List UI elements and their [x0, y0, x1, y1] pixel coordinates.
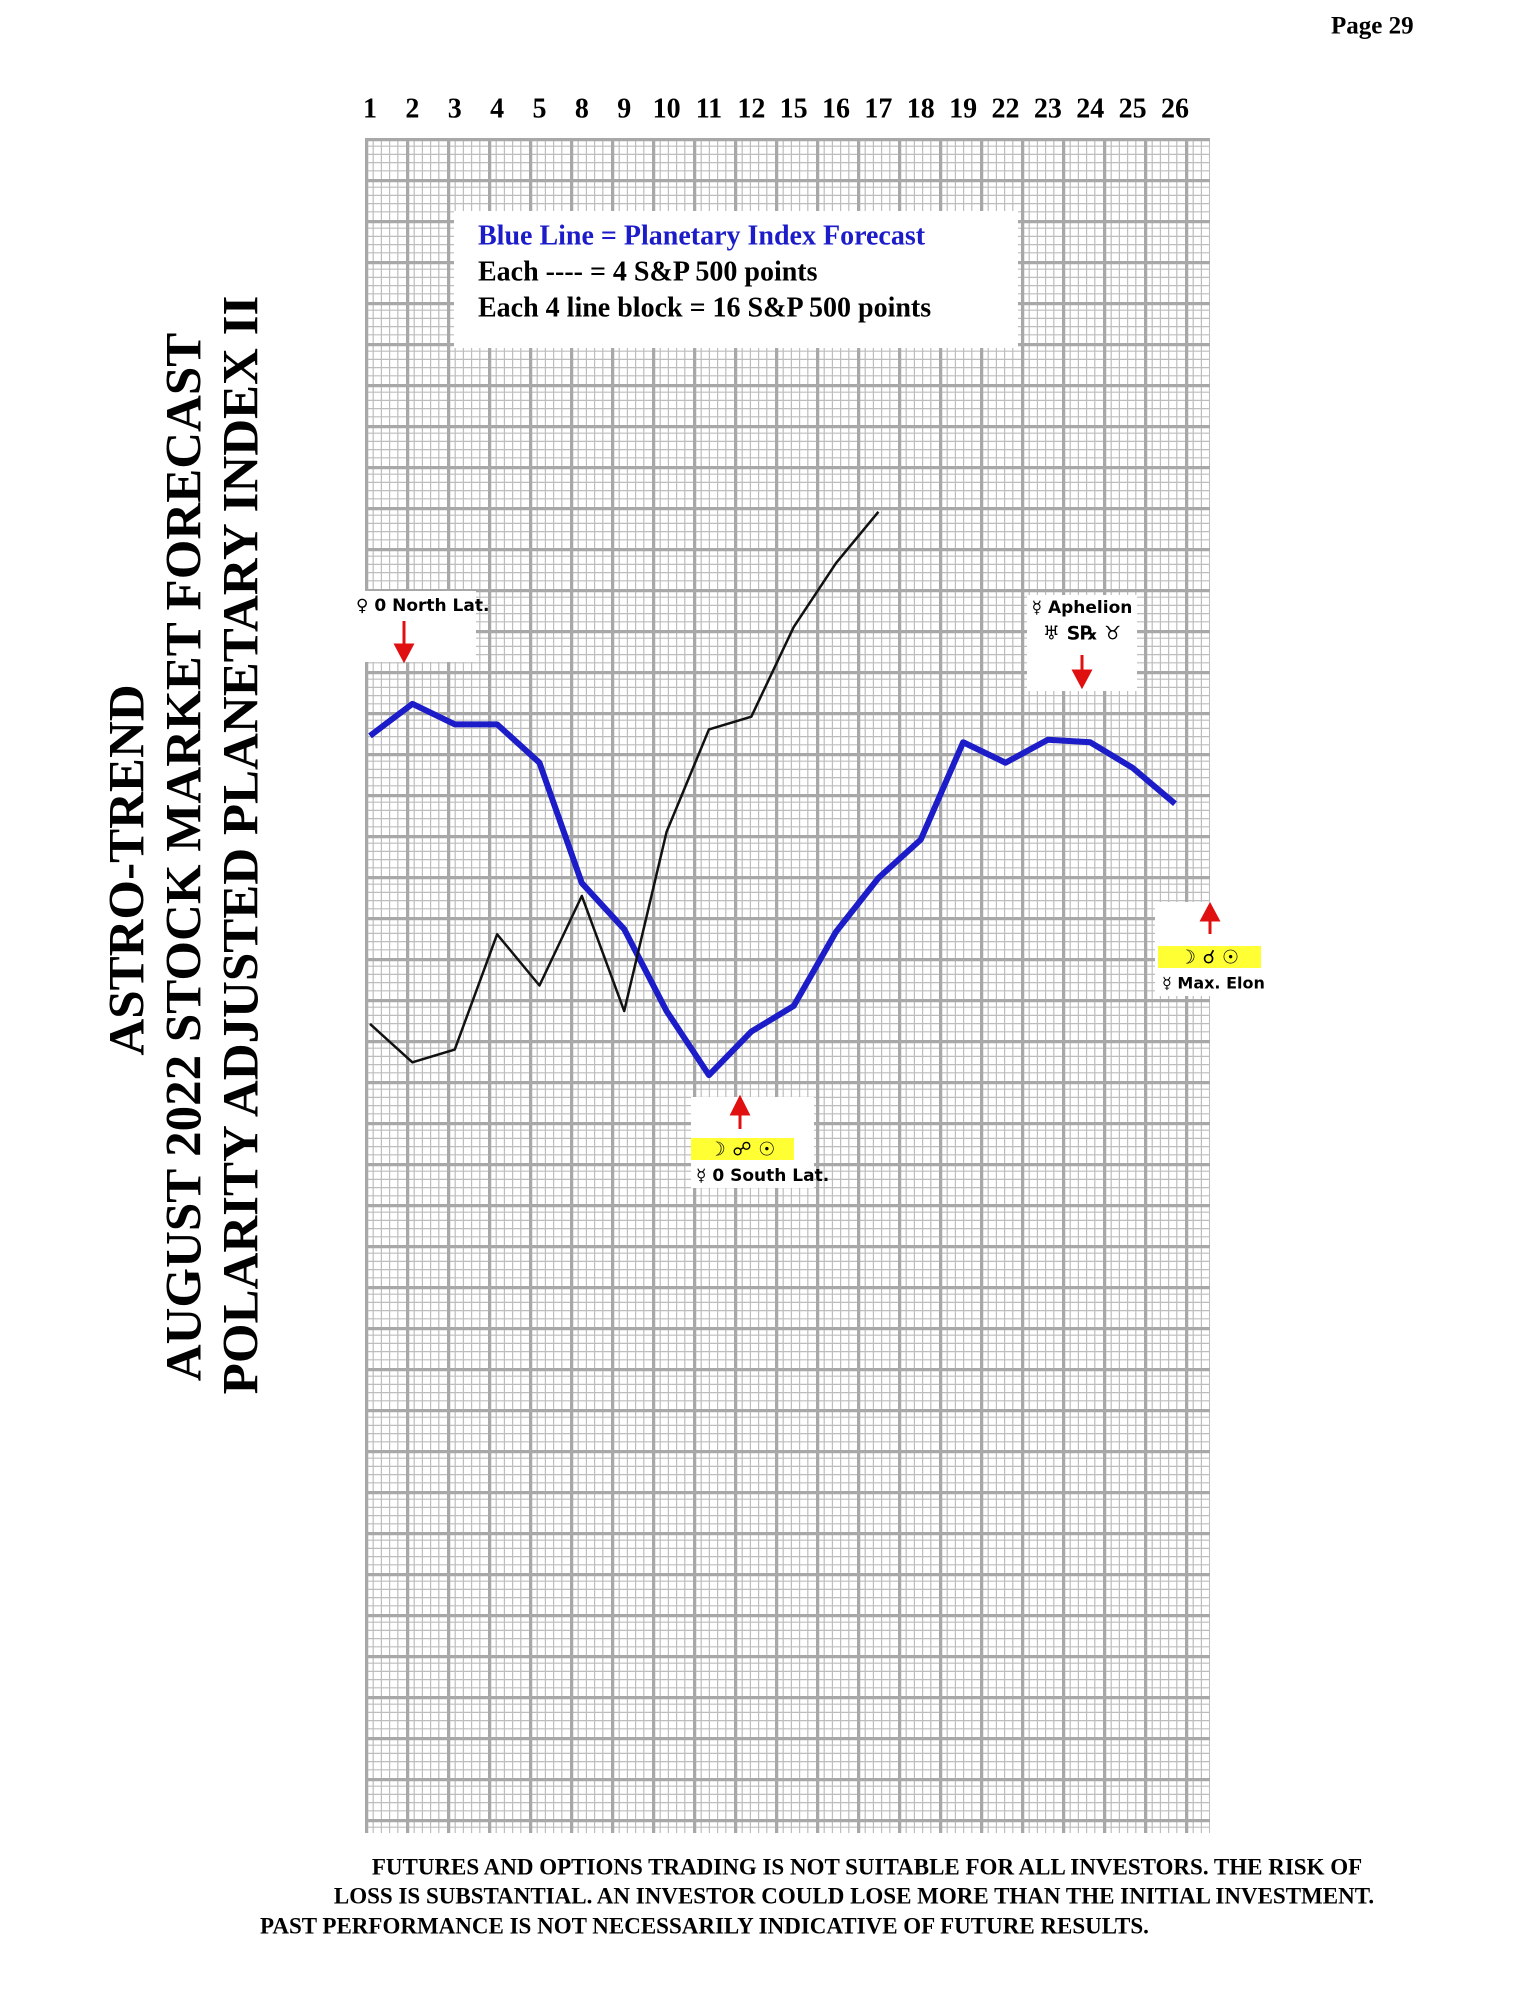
- x-tick-label: 5: [532, 93, 546, 124]
- x-tick-label: 24: [1076, 93, 1104, 124]
- arrow: [1199, 901, 1221, 934]
- disclaimer: LOSS IS SUBSTANTIAL. AN INVESTOR COULD L…: [334, 1883, 1374, 1908]
- grid: [365, 138, 1210, 1833]
- x-tick-label: 25: [1119, 93, 1147, 124]
- annotation-box: [352, 591, 476, 662]
- x-tick-label: 10: [653, 93, 681, 124]
- chart-title: ASTRO-TREND AUGUST 2022 STOCK MARKET FOR…: [100, 296, 270, 1395]
- x-tick-label: 16: [822, 93, 850, 124]
- arrow: [393, 621, 415, 664]
- legend-box: [454, 211, 1018, 348]
- x-tick-label: 18: [907, 93, 935, 124]
- series-line: [369, 511, 880, 1064]
- annotation: ♀ 0 North Lat.: [356, 596, 489, 616]
- annotations: ♀ 0 North Lat. ☿ Aphelion ♅ S℞ ♉ ☽ ☍ ☉ ☿…: [352, 591, 1265, 1188]
- x-tick-label: 23: [1034, 93, 1062, 124]
- x-tick-label: 8: [575, 93, 589, 124]
- x-tick-label: 4: [490, 93, 504, 124]
- x-tick-label: 26: [1161, 93, 1189, 124]
- arrow: [1071, 655, 1093, 690]
- highlight: [691, 1138, 794, 1160]
- legend-line: Each ---- = 4 S&P 500 points: [478, 256, 818, 287]
- annotation: ☿ Max. Elon: [1162, 974, 1265, 993]
- title-line: POLARITY ADJUSTED PLANETARY INDEX II: [214, 296, 270, 1395]
- annotation-symbols: ♅ S℞ ♉: [1043, 623, 1121, 645]
- x-tick-label: 3: [448, 93, 462, 124]
- title-line: ASTRO-TREND: [100, 684, 156, 1055]
- arrow: [729, 1094, 751, 1129]
- annotation-symbols: ☽ ☌ ☉: [1179, 947, 1239, 969]
- series-line: [368, 700, 1177, 1079]
- legend-line: Each 4 line block = 16 S&P 500 points: [478, 292, 931, 323]
- annotation-symbols: ☽ ☍ ☉: [709, 1139, 776, 1161]
- legend-line: Blue Line = Planetary Index Forecast: [478, 220, 926, 251]
- disclaimer: PAST PERFORMANCE IS NOT NECESSARILY INDI…: [260, 1913, 1149, 1938]
- x-tick-label: 15: [780, 93, 808, 124]
- x-tick-label: 1: [363, 93, 377, 124]
- annotation: ☿ 0 South Lat.: [696, 1166, 829, 1186]
- disclaimer: FUTURES AND OPTIONS TRADING IS NOT SUITA…: [372, 1854, 1362, 1879]
- highlight: [1158, 946, 1261, 968]
- x-tick-label: 19: [949, 93, 977, 124]
- x-tick-label: 12: [737, 93, 765, 124]
- page-number: Page 29: [1331, 13, 1414, 40]
- x-tick-label: 17: [864, 93, 892, 124]
- x-tick-label: 11: [696, 93, 722, 124]
- annotation: ☿ Aphelion: [1032, 598, 1133, 618]
- x-tick-label: 9: [617, 93, 631, 124]
- title-line: AUGUST 2022 STOCK MARKET FORECAST: [157, 333, 213, 1382]
- x-tick-label: 22: [992, 93, 1020, 124]
- x-tick-label: 2: [405, 93, 419, 124]
